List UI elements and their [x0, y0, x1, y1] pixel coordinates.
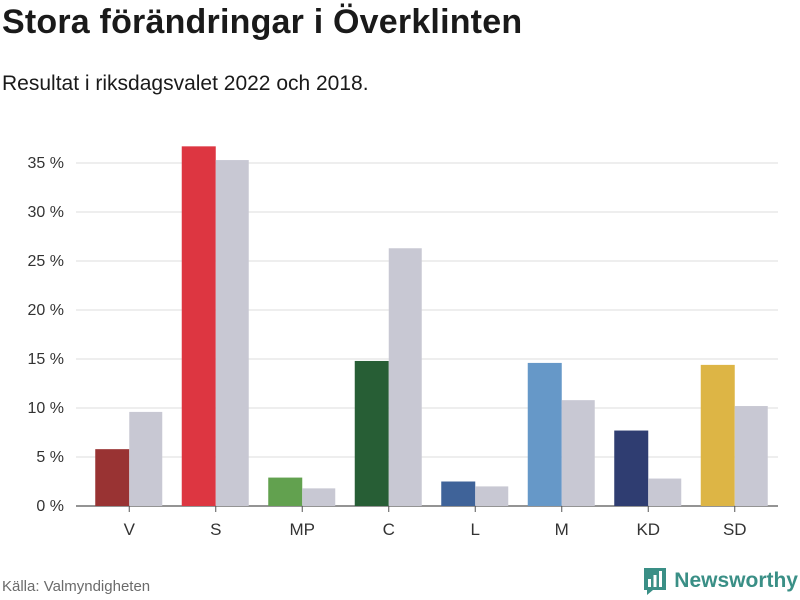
- chart-title: Stora förändringar i Överklinten: [2, 3, 523, 41]
- brand-name: Newsworthy: [674, 569, 798, 592]
- x-tick-label: MP: [290, 520, 316, 539]
- x-tick-label: C: [383, 520, 395, 539]
- y-tick-label: 30 %: [28, 204, 64, 221]
- brand-logo: Newsworthy: [642, 566, 798, 596]
- bar-2022-sd: [700, 364, 735, 506]
- bar-chart-logo-icon: [644, 568, 667, 595]
- x-tick-label: S: [210, 520, 221, 539]
- x-tick-label: SD: [723, 520, 747, 539]
- gridlines: [76, 162, 778, 507]
- bar-2018-m: [561, 400, 595, 506]
- y-tick-label: 10 %: [28, 400, 64, 417]
- y-tick-label: 0 %: [36, 498, 64, 515]
- bar-chart: 0 % 5 % 10 % 15 % 20 % 25 % 30 % 35 % V S MP C L M KD…: [28, 146, 778, 539]
- bar-2022-v: [95, 449, 130, 506]
- bar-2022-s: [181, 146, 216, 506]
- bar-2018-c: [388, 248, 422, 506]
- bars: [95, 146, 768, 506]
- bar-2022-l: [441, 481, 476, 506]
- y-tick-label: 25 %: [28, 253, 64, 270]
- y-tick-label: 5 %: [36, 449, 64, 466]
- x-tick-label: KD: [636, 520, 660, 539]
- x-tick-label: V: [124, 520, 136, 539]
- bar-2018-sd: [734, 406, 768, 506]
- x-axis-ticks: V S MP C L M KD SD: [124, 506, 747, 539]
- bar-2022-mp: [268, 477, 303, 506]
- source-note: Källa: Valmyndigheten: [2, 578, 151, 595]
- bar-2018-s: [215, 160, 249, 506]
- y-tick-label: 15 %: [28, 351, 64, 368]
- bar-2022-kd: [614, 430, 649, 506]
- y-axis-ticks: 0 % 5 % 10 % 15 % 20 % 25 % 30 % 35 %: [28, 155, 64, 515]
- bar-2018-l: [475, 486, 509, 506]
- chart-subtitle: Resultat i riksdagsvalet 2022 och 2018.: [2, 72, 369, 95]
- bar-2022-m: [527, 362, 562, 506]
- y-tick-label: 20 %: [28, 302, 64, 319]
- x-tick-label: L: [471, 520, 480, 539]
- bar-2018-v: [129, 411, 163, 506]
- y-tick-label: 35 %: [28, 155, 64, 172]
- bar-2018-kd: [648, 478, 682, 506]
- bar-2022-c: [354, 360, 389, 506]
- bar-2018-mp: [302, 488, 336, 506]
- x-tick-label: M: [555, 520, 569, 539]
